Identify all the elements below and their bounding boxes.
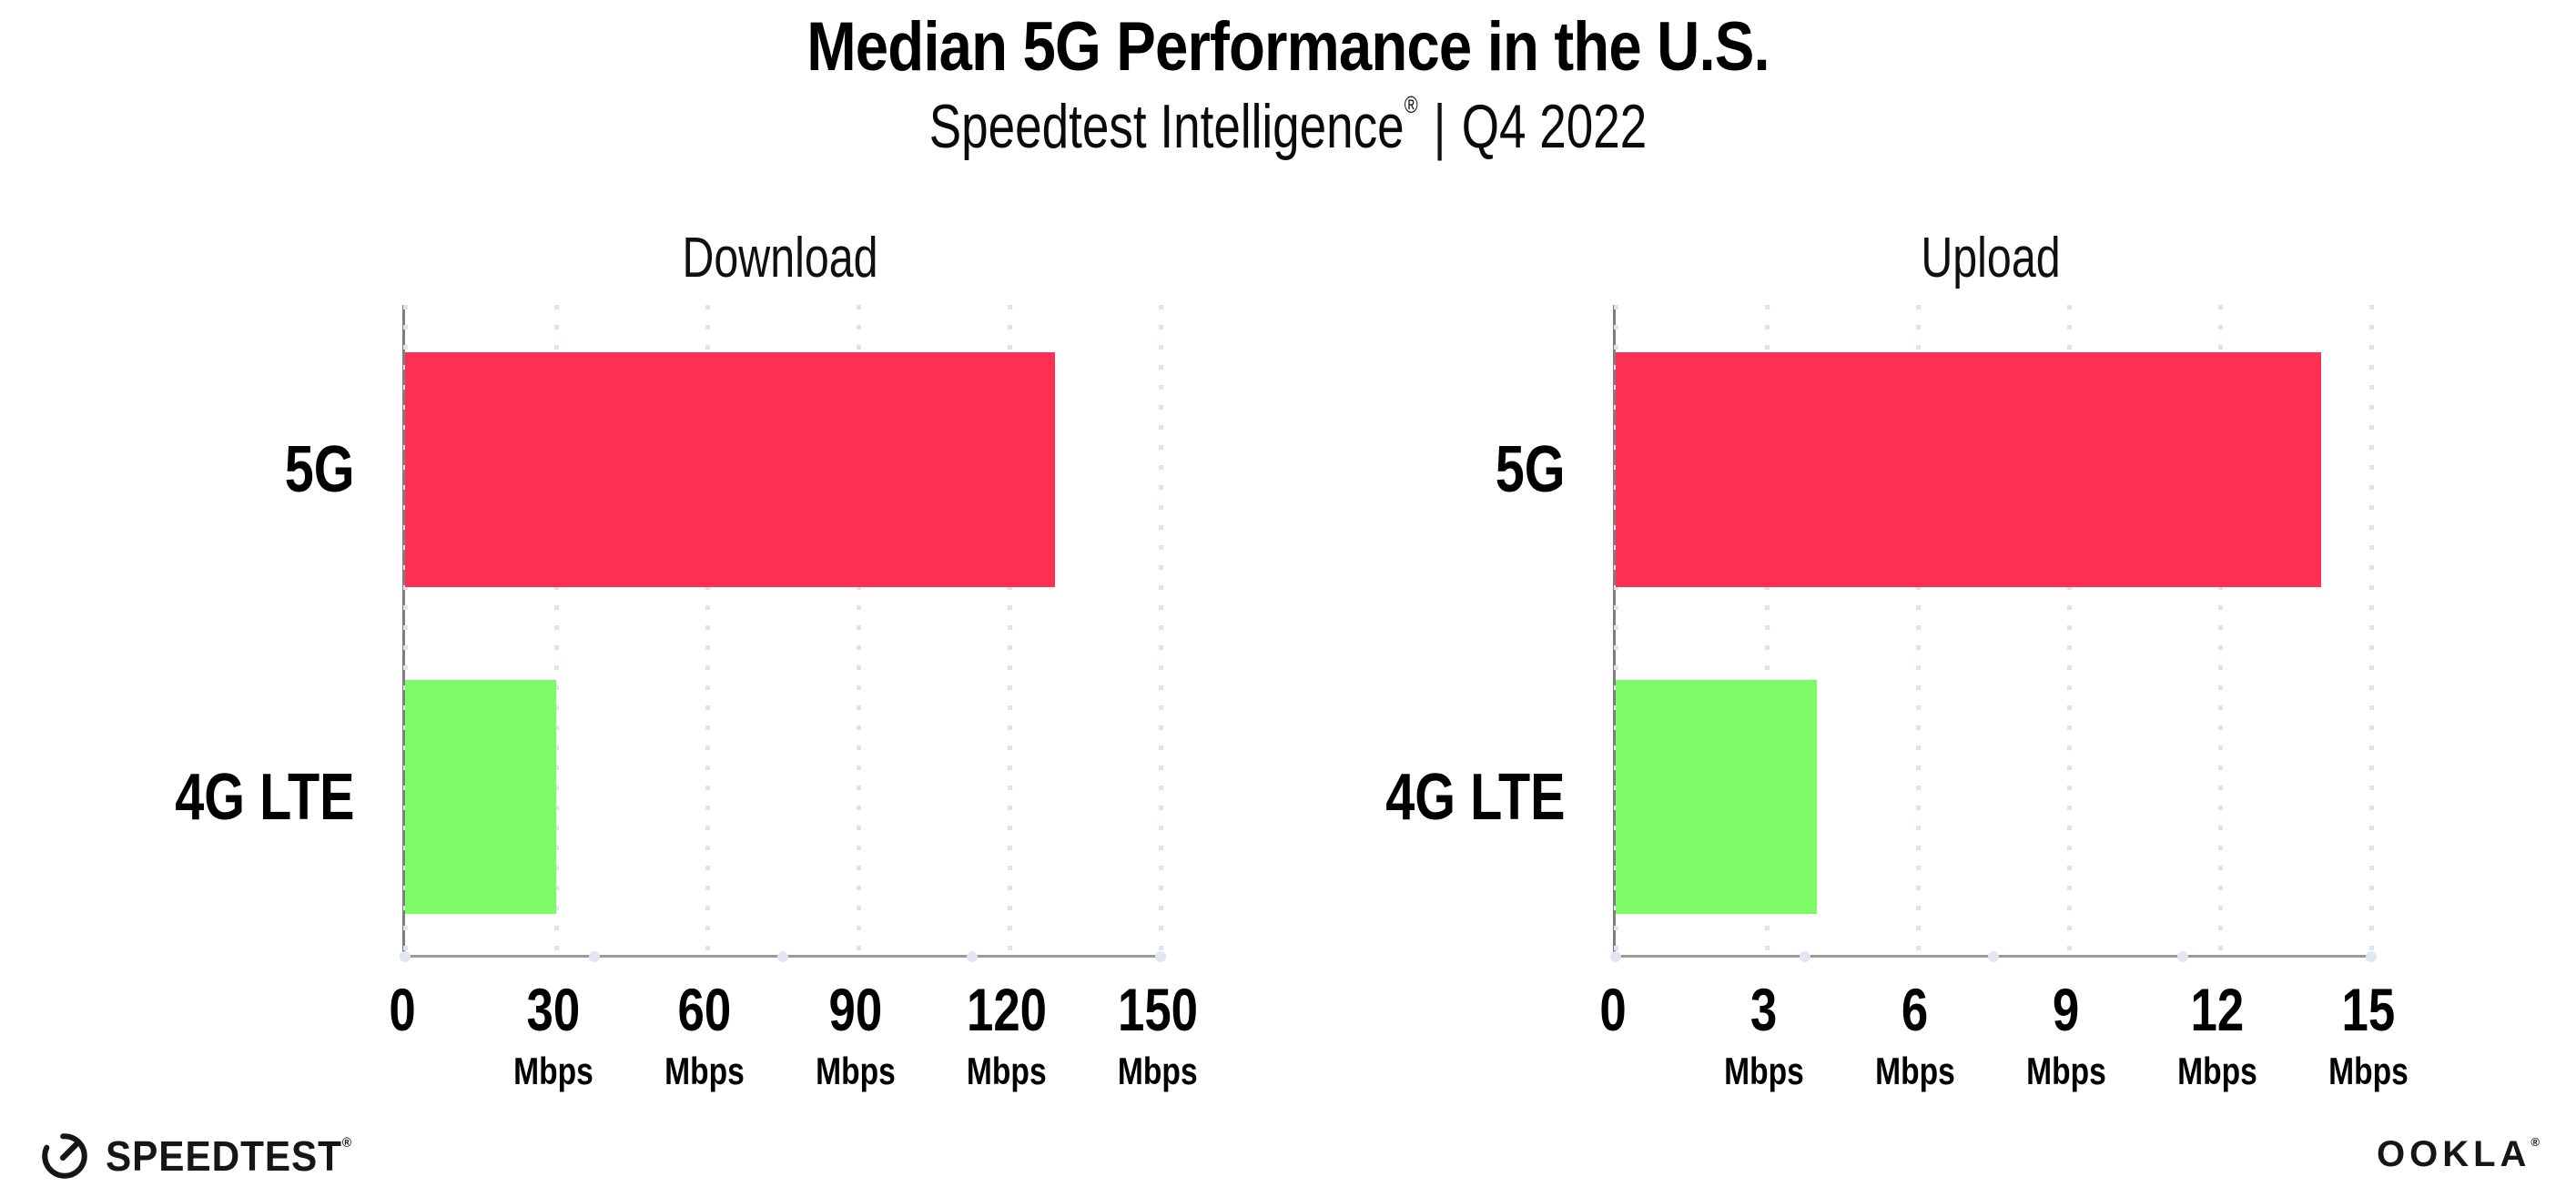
x-tick-unit: Mbps bbox=[1724, 1050, 1804, 1092]
x-tick-value: 3 bbox=[1750, 976, 1778, 1043]
bar-download-4g-lte bbox=[405, 680, 556, 914]
speedtest-gauge-icon bbox=[42, 1133, 87, 1179]
x-tick-value: 30 bbox=[526, 976, 581, 1043]
upload-chart-title: Upload bbox=[1921, 227, 2061, 289]
x-tick-0: 0 bbox=[1597, 979, 1630, 1040]
axis-node-dot bbox=[400, 951, 411, 962]
upload-category-labels: 5G 4G LTE bbox=[1211, 305, 1586, 955]
x-tick-value: 0 bbox=[1599, 976, 1627, 1043]
x-tick-60: 60 Mbps bbox=[654, 979, 755, 1090]
axis-node-dot bbox=[966, 951, 978, 962]
download-category-labels: 5G 4G LTE bbox=[0, 305, 375, 955]
bar-upload-4g-lte bbox=[1616, 680, 1818, 914]
x-tick-unit: Mbps bbox=[2026, 1050, 2106, 1092]
x-tick-value: 0 bbox=[389, 976, 416, 1043]
gridline-6 bbox=[1915, 305, 1921, 955]
speedtest-registered-icon: ® bbox=[341, 1135, 352, 1151]
ookla-logo: OOKLA® bbox=[2377, 1134, 2540, 1175]
upload-chart: Upload 5G 4G LTE 0 3 Mbps 6 Mbps 9 Mbps 12 Mbps 15… bbox=[1211, 209, 2421, 1129]
page-subtitle: Speedtest Intelligence® | Q4 2022 bbox=[283, 91, 2292, 162]
category-label-4g-lte: 4G LTE bbox=[175, 760, 355, 834]
gridline-60 bbox=[705, 305, 710, 955]
axis-node-dot bbox=[588, 951, 600, 962]
x-tick-unit: Mbps bbox=[967, 1050, 1047, 1092]
subtitle-period: Q4 2022 bbox=[1461, 92, 1648, 161]
gridline-0 bbox=[1613, 305, 1618, 955]
axis-node-dot bbox=[2366, 951, 2377, 962]
x-tick-value: 150 bbox=[1117, 976, 1199, 1043]
x-tick-unit: Mbps bbox=[2177, 1050, 2257, 1092]
gridline-12 bbox=[2217, 305, 2223, 955]
x-tick-unit: Mbps bbox=[1875, 1050, 1955, 1092]
bar-download-5g bbox=[405, 352, 1055, 587]
x-tick-unit: Mbps bbox=[664, 1050, 745, 1092]
subtitle-separator: | bbox=[1433, 92, 1446, 161]
gridline-90 bbox=[856, 305, 861, 955]
x-tick-value: 12 bbox=[2190, 976, 2245, 1043]
upload-plot-area bbox=[1610, 305, 2377, 962]
category-label-4g-lte: 4G LTE bbox=[1385, 760, 1566, 834]
download-x-axis: 0 30 Mbps 60 Mbps 90 Mbps 120 Mbps 150 Mbps bbox=[389, 979, 1198, 1125]
speedtest-label: SPEEDTEST bbox=[106, 1132, 342, 1180]
x-tick-30: 30 Mbps bbox=[503, 979, 603, 1090]
x-tick-value: 6 bbox=[1902, 976, 1929, 1043]
x-tick-unit: Mbps bbox=[1118, 1050, 1198, 1092]
x-tick-value: 15 bbox=[2341, 976, 2396, 1043]
x-tick-value: 60 bbox=[677, 976, 732, 1043]
gridline-0 bbox=[402, 305, 408, 955]
category-label-5g: 5G bbox=[1495, 433, 1566, 506]
subtitle-brand: Speedtest Intelligence bbox=[928, 92, 1405, 161]
x-tick-150: 150 Mbps bbox=[1108, 979, 1208, 1090]
x-tick-15: 15 Mbps bbox=[2318, 979, 2419, 1090]
bar-upload-5g bbox=[1616, 352, 2321, 587]
x-tick-unit: Mbps bbox=[816, 1050, 896, 1092]
upload-x-axis: 0 3 Mbps 6 Mbps 9 Mbps 12 Mbps 15 Mbps bbox=[1599, 979, 2409, 1125]
download-plot-area bbox=[400, 305, 1166, 962]
x-tick-unit: Mbps bbox=[2328, 1050, 2409, 1092]
axis-node-dot bbox=[1988, 951, 1999, 962]
speedtest-wordmark: SPEEDTEST® bbox=[106, 1131, 351, 1181]
gridline-120 bbox=[1007, 305, 1012, 955]
speedtest-logo: SPEEDTEST® bbox=[38, 1130, 373, 1182]
download-chart-title: Download bbox=[682, 227, 878, 289]
category-label-5g: 5G bbox=[284, 433, 355, 506]
x-tick-90: 90 Mbps bbox=[806, 979, 906, 1090]
gridline-30 bbox=[553, 305, 559, 955]
page-title: Median 5G Performance in the U.S. bbox=[806, 8, 1770, 86]
x-tick-3: 3 Mbps bbox=[1714, 979, 1814, 1090]
gridline-9 bbox=[2066, 305, 2072, 955]
axis-node-dot bbox=[1610, 951, 1621, 962]
x-tick-value: 120 bbox=[966, 976, 1048, 1043]
x-tick-6: 6 Mbps bbox=[1865, 979, 1965, 1090]
axis-node-dot bbox=[1155, 951, 1166, 962]
gridline-3 bbox=[1764, 305, 1770, 955]
download-chart: Download 5G 4G LTE 0 30 Mbps 60 Mbps 90 Mbps 120… bbox=[0, 209, 1211, 1129]
x-tick-120: 120 Mbps bbox=[957, 979, 1057, 1090]
ookla-registered-icon: ® bbox=[2530, 1135, 2540, 1149]
axis-node-dot bbox=[1799, 951, 1810, 962]
axis-node-dot bbox=[777, 951, 788, 962]
x-tick-value: 9 bbox=[2053, 976, 2080, 1043]
ookla-wordmark: OOKLA bbox=[2376, 1134, 2531, 1174]
gridline-15 bbox=[2368, 305, 2374, 955]
x-tick-value: 90 bbox=[828, 976, 883, 1043]
registered-trademark-icon: ® bbox=[1404, 91, 1418, 118]
x-tick-9: 9 Mbps bbox=[2016, 979, 2116, 1090]
x-tick-12: 12 Mbps bbox=[2167, 979, 2267, 1090]
axis-node-dot bbox=[2176, 951, 2188, 962]
x-tick-unit: Mbps bbox=[513, 1050, 593, 1092]
gridline-150 bbox=[1158, 305, 1163, 955]
x-tick-0: 0 bbox=[386, 979, 420, 1040]
